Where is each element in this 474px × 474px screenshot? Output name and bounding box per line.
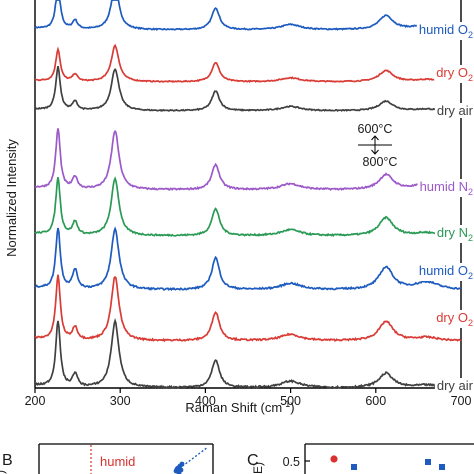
trace-dry-o2-6 xyxy=(35,274,462,343)
trace-label-bg-5 xyxy=(416,263,474,281)
panel-c-blue-point-1 xyxy=(351,464,357,470)
x-tick-label-700: 700 xyxy=(451,394,472,408)
panel-b-points xyxy=(173,461,185,474)
x-tick-label-300: 300 xyxy=(110,394,131,408)
separator-top-label: 600°C xyxy=(358,122,393,136)
main-plot: 200 300 400 500 600 700 humid O2 dry O2 dry air… xyxy=(4,0,474,415)
trace-label-bg-6 xyxy=(434,310,474,328)
trace-label-1: dry O2 xyxy=(436,65,473,83)
x-ticks: 200 300 400 500 600 700 xyxy=(25,388,472,408)
panel-b-point-5 xyxy=(174,466,180,472)
trace-label-0: humid O2 xyxy=(419,22,473,40)
trace-label-bg-7 xyxy=(434,378,474,393)
trace-dry-n2-4 xyxy=(34,176,462,238)
panel-b-fit-line xyxy=(175,446,209,472)
panel-c-tick-label-05: 0.5 xyxy=(283,455,300,469)
trace-label-bg-0 xyxy=(416,22,474,40)
trace-label-5: humid O2 xyxy=(419,263,473,281)
panel-c: C E) 0.5 xyxy=(247,443,474,474)
temperature-separator: 600°C 800°C xyxy=(358,122,398,169)
trace-label-bg-3 xyxy=(417,179,474,197)
panel-c-red-point xyxy=(330,455,338,463)
x-tick-label-600: 600 xyxy=(365,394,386,408)
trace-label-bg-2 xyxy=(434,103,474,118)
x-tick-label-400: 400 xyxy=(195,394,216,408)
panel-b-point-4 xyxy=(179,461,185,467)
trace-dry-o2-1 xyxy=(35,43,462,83)
trace-labels: humid O2 dry O2 dry air humid N2 dry N2 humid… xyxy=(416,22,474,393)
trace-label-bg-4 xyxy=(434,225,474,243)
panel-b-point-6 xyxy=(178,467,184,473)
separator-arrow-up-icon xyxy=(371,135,379,141)
x-axis-label: Raman Shift (cm-1) xyxy=(185,399,294,415)
trace-humid-o2-5 xyxy=(34,226,461,292)
trace-label-3: humid N2 xyxy=(420,179,473,197)
panel-c-blue-point-2 xyxy=(425,459,431,465)
trace-label-2: dry air xyxy=(437,103,474,118)
panel-c-blue-point-3 xyxy=(439,464,445,470)
trace-humid-o2-0 xyxy=(34,0,462,31)
panel-b-ylabel-fragment: )2 xyxy=(0,465,7,474)
separator-bottom-label: 800°C xyxy=(363,155,398,169)
trace-label-bg-1 xyxy=(434,65,474,83)
x-tick-label-500: 500 xyxy=(280,394,301,408)
panel-c-letter: C xyxy=(247,452,259,469)
panel-b-humid-label: humid xyxy=(100,454,135,469)
trace-label-7: dry air xyxy=(437,378,474,393)
panel-c-ylabel-fragment: E) xyxy=(251,462,265,474)
separator-arrow-down-icon xyxy=(371,149,379,155)
trace-dry-air-2 xyxy=(34,66,462,112)
spectra-traces xyxy=(34,0,462,390)
trace-dry-air-7 xyxy=(34,317,462,390)
panel-b-letter: B xyxy=(2,452,13,469)
trace-label-4: dry N2 xyxy=(437,225,473,243)
trace-humid-n2-3 xyxy=(34,128,462,191)
panel-b: B )2 humid xyxy=(0,443,214,474)
x-tick-label-200: 200 xyxy=(25,394,46,408)
y-axis-label: Normalized Intensity xyxy=(4,139,19,257)
trace-label-6: dry O2 xyxy=(436,310,473,328)
